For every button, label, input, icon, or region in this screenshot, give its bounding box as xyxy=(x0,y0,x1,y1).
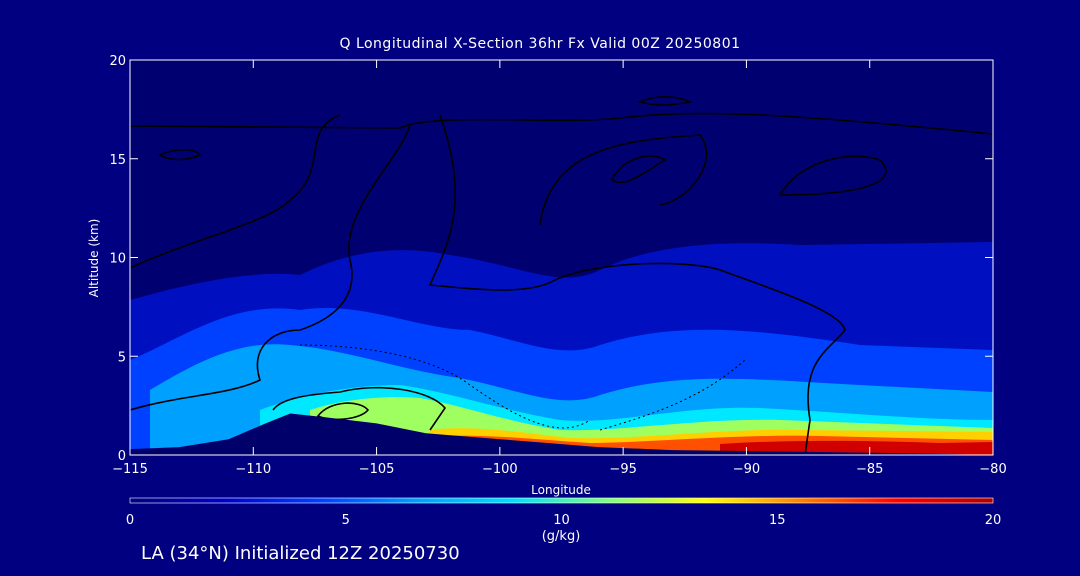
y-tick-label: 20 xyxy=(109,54,126,69)
x-tick-label: −90 xyxy=(733,462,760,477)
colorbar-tick-label: 5 xyxy=(342,513,350,528)
x-tick-label: −105 xyxy=(359,462,395,477)
moisture-field xyxy=(130,60,993,455)
initialization-footer: LA (34°N) Initialized 12Z 20250730 xyxy=(141,543,460,564)
x-axis-label: Longitude xyxy=(531,483,591,497)
x-tick-label: −115 xyxy=(112,462,148,477)
contour-lines xyxy=(130,95,993,455)
terrain-silhouette xyxy=(130,413,993,455)
y-tick-label: 0 xyxy=(118,449,126,464)
colorbar-tick-label: 0 xyxy=(126,513,134,528)
y-tick-label: 15 xyxy=(109,153,126,168)
colorbar-ticks: 0 5 10 15 20 xyxy=(126,513,1001,528)
colorbar-tick-label: 15 xyxy=(769,513,786,528)
x-tick-label: −95 xyxy=(609,462,636,477)
x-tick-label: −110 xyxy=(235,462,271,477)
chart-title: Q Longitudinal X-Section 36hr Fx Valid 0… xyxy=(339,36,741,52)
y-tick-label: 10 xyxy=(109,252,126,267)
colorbar-tick-label: 10 xyxy=(553,513,570,528)
y-axis-label: Altitude (km) xyxy=(87,219,101,298)
colorbar-label: (g/kg) xyxy=(542,529,581,544)
x-tick-label: −85 xyxy=(856,462,883,477)
x-axis-ticks: −115 −110 −105 −100 −95 −90 −85 −80 xyxy=(112,60,1007,477)
x-tick-label: −100 xyxy=(482,462,518,477)
colorbar xyxy=(129,497,994,504)
x-tick-label: −80 xyxy=(979,462,1006,477)
y-axis-ticks: 0 5 10 15 20 xyxy=(109,54,993,464)
colorbar-tick-label: 20 xyxy=(985,513,1002,528)
y-tick-label: 5 xyxy=(118,350,126,365)
